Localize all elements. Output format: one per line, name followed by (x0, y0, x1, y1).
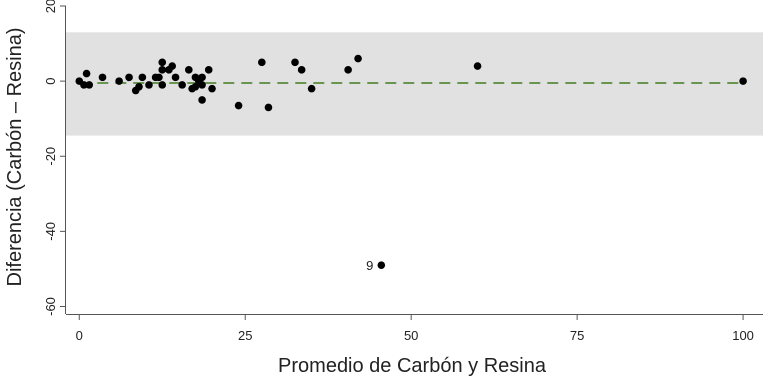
y-ticks: -60 -40 -20 0 20 (43, 0, 66, 316)
y-tick-label: -60 (43, 297, 58, 316)
points-layer (75, 54, 747, 269)
data-point (135, 82, 143, 91)
data-point (198, 81, 206, 89)
data-point (171, 73, 180, 82)
data-point (155, 73, 163, 82)
point-label: 9 (366, 258, 373, 273)
data-point (138, 73, 147, 82)
data-point (85, 81, 94, 89)
x-tick-label: 50 (404, 328, 418, 343)
data-point (264, 103, 273, 112)
data-point (297, 66, 306, 74)
data-point (158, 58, 167, 67)
data-point (191, 82, 200, 91)
y-tick-label: -20 (43, 147, 58, 166)
data-point (158, 81, 167, 89)
point-labels-layer: 9 (366, 258, 373, 273)
y-tick-label: -40 (43, 222, 58, 241)
data-point (739, 77, 747, 85)
y-tick-label: 0 (43, 78, 58, 85)
data-point (98, 73, 107, 82)
data-point (115, 77, 123, 85)
y-axis-title: Diferencia (Carbón – Resina) (4, 27, 26, 286)
data-point (125, 73, 133, 82)
x-tick-label: 100 (732, 328, 754, 343)
data-point (291, 58, 299, 67)
limits-band (66, 32, 763, 136)
x-tick-label: 75 (570, 328, 584, 343)
x-ticks: 0 25 50 75 100 (76, 314, 754, 343)
data-point (473, 62, 482, 70)
data-point (377, 261, 386, 269)
data-point (168, 62, 177, 70)
data-point (185, 66, 193, 74)
x-tick-label: 25 (238, 328, 252, 343)
data-point (234, 101, 243, 110)
data-point (198, 96, 206, 104)
data-point (198, 73, 206, 82)
data-point (258, 58, 266, 67)
y-tick-label: 20 (43, 0, 58, 13)
x-axis-title: Promedio de Carbón y Resina (278, 355, 547, 377)
data-point (307, 84, 316, 93)
data-point (344, 66, 352, 74)
data-point (145, 81, 153, 89)
data-point (204, 66, 213, 74)
data-point (178, 81, 186, 89)
data-point (354, 54, 362, 63)
x-tick-label: 0 (76, 328, 83, 343)
data-point (82, 69, 91, 78)
data-point (80, 81, 88, 89)
data-point (158, 66, 167, 74)
data-point (208, 84, 216, 93)
